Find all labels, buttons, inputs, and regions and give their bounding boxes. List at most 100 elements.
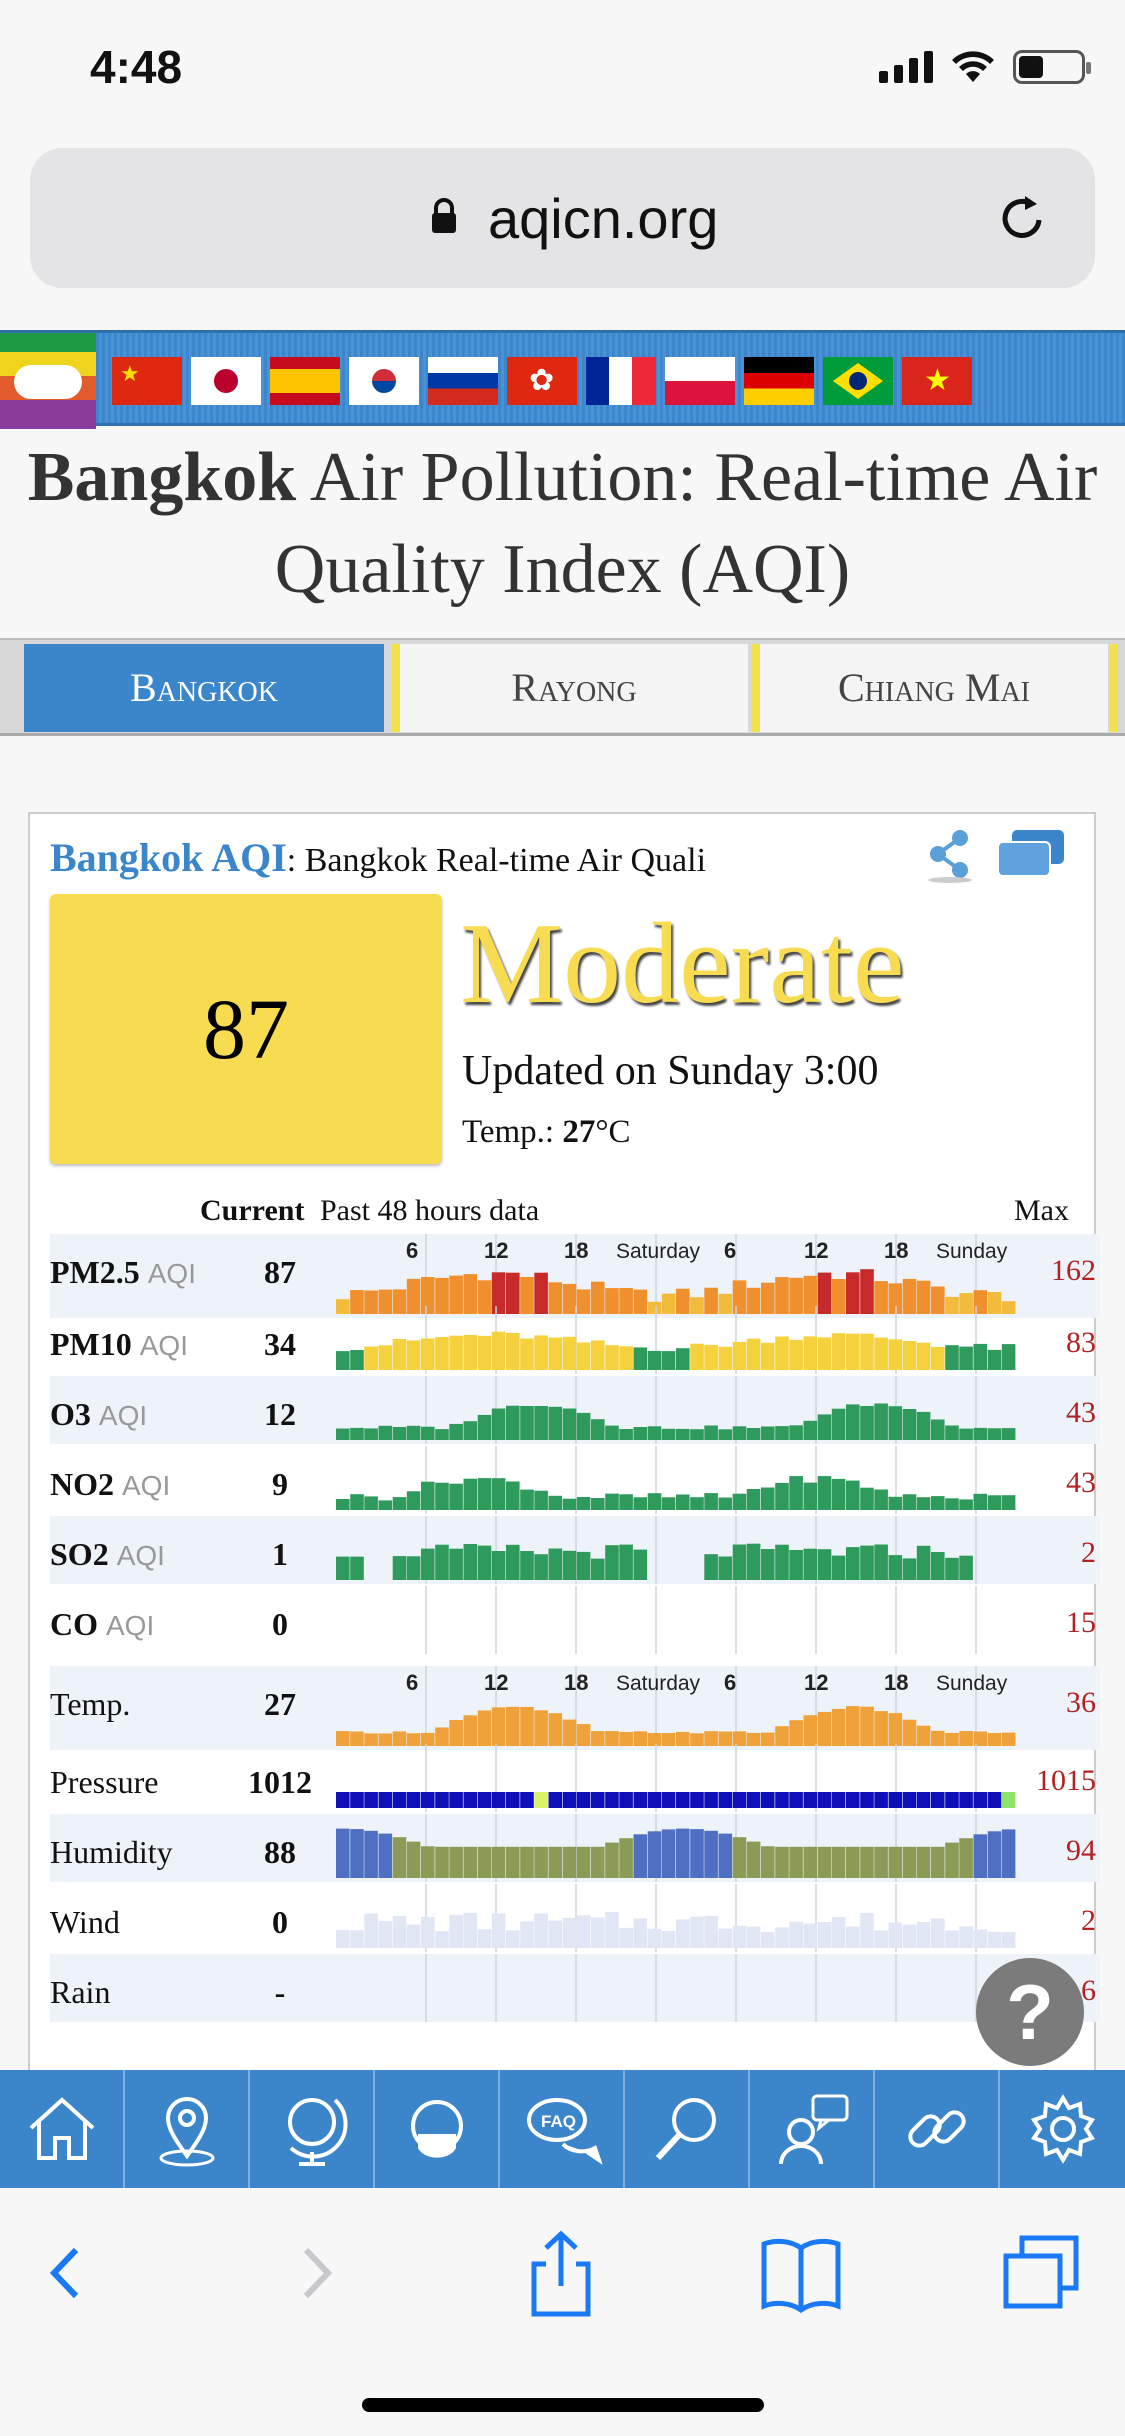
- flag-france-icon[interactable]: [586, 357, 656, 405]
- history-bar: [350, 1556, 364, 1580]
- address-bar[interactable]: aqicn.org: [30, 148, 1095, 288]
- row-history-chart[interactable]: 6 12 18 Saturday 6 12 18 Sunday: [336, 1234, 1016, 1318]
- history-bar: [959, 1428, 973, 1440]
- history-bar: [647, 1350, 662, 1370]
- forward-icon[interactable]: [272, 2228, 362, 2318]
- history-bar: [364, 1496, 378, 1510]
- widget-heading: Bangkok AQI: Bangkok Real-time Air Quali: [50, 834, 706, 881]
- row-history-chart[interactable]: [336, 1586, 1016, 1654]
- history-bar: [775, 1726, 789, 1746]
- flag-japan-icon[interactable]: [191, 357, 261, 405]
- history-bar: [491, 1707, 506, 1746]
- history-bar: [732, 1280, 747, 1314]
- row-history-chart[interactable]: [336, 1884, 1016, 1952]
- flag-brazil-icon[interactable]: [823, 357, 893, 405]
- nav-home-button[interactable]: [0, 2070, 125, 2188]
- nav-map-button[interactable]: [125, 2070, 250, 2188]
- city-tabs: Bangkok Rayong Chiang Mai: [0, 638, 1125, 736]
- history-bar: [831, 1708, 846, 1746]
- history-bar: [718, 1497, 733, 1510]
- row-history-chart[interactable]: [336, 1814, 1016, 1882]
- tabs-icon[interactable]: [996, 2228, 1086, 2318]
- url-text[interactable]: aqicn.org: [488, 187, 719, 250]
- history-bar: [562, 1719, 577, 1746]
- row-history-chart[interactable]: 6 12 18 Saturday 6 12 18 Sunday: [336, 1666, 1016, 1750]
- history-bar: [831, 1555, 846, 1580]
- tab-chiang-mai[interactable]: Chiang Mai: [752, 644, 1108, 732]
- row-history-chart[interactable]: [336, 1954, 1016, 2022]
- help-button[interactable]: ?: [976, 1958, 1084, 2066]
- history-bar: [647, 1493, 662, 1510]
- nav-forum-button[interactable]: [750, 2070, 875, 2188]
- flag-korea-icon[interactable]: [349, 357, 419, 405]
- flag-china-icon[interactable]: ★: [112, 357, 182, 405]
- link-icon: [907, 2110, 966, 2148]
- history-bar: [718, 1928, 733, 1948]
- tab-bangkok[interactable]: Bangkok: [24, 644, 384, 732]
- history-bar: [336, 1499, 350, 1510]
- history-bar: [336, 1929, 350, 1948]
- flag-hongkong-icon[interactable]: ✿: [507, 357, 577, 405]
- history-bar: [562, 1336, 577, 1370]
- pollutant-row: O3 AQI 12 43: [50, 1376, 1100, 1444]
- history-bar: [378, 1345, 393, 1370]
- nav-settings-button[interactable]: [1000, 2070, 1125, 2188]
- back-icon[interactable]: [20, 2228, 110, 2318]
- pollutant-row: PM10 AQI 34 83: [50, 1306, 1100, 1374]
- history-bar: [449, 1275, 463, 1314]
- bookmarks-icon[interactable]: [756, 2228, 846, 2318]
- history-bar: [435, 1727, 449, 1746]
- flag-poland-icon[interactable]: [665, 357, 735, 405]
- aqi-value-box: 87: [50, 894, 442, 1164]
- nav-link-button[interactable]: [875, 2070, 1000, 2188]
- row-history-chart[interactable]: [336, 1306, 1016, 1374]
- history-bar: [690, 1429, 704, 1440]
- nav-mask-button[interactable]: [375, 2070, 500, 2188]
- flag-spain-icon[interactable]: [270, 357, 340, 405]
- history-bar: [902, 1719, 917, 1746]
- share-icon[interactable]: [920, 824, 980, 884]
- history-bar: [661, 1792, 676, 1808]
- history-bar: [789, 1476, 803, 1510]
- flag-germany-icon[interactable]: [744, 357, 814, 405]
- widget-heading-name[interactable]: Bangkok AQI: [50, 835, 287, 880]
- history-bar: [350, 1350, 364, 1370]
- history-bar: [562, 1846, 577, 1878]
- history-bar: [732, 1792, 747, 1808]
- nav-globe-button[interactable]: [250, 2070, 375, 2188]
- tab-rayong[interactable]: Rayong: [392, 644, 748, 732]
- row-history-chart[interactable]: [336, 1446, 1016, 1514]
- history-bar: [831, 1917, 846, 1948]
- row-max-value: 6: [1081, 1974, 1096, 2007]
- history-bar: [591, 1731, 605, 1746]
- flag-russia-icon[interactable]: [428, 357, 498, 405]
- share-sheet-icon[interactable]: [516, 2228, 606, 2318]
- history-bar: [576, 1497, 591, 1510]
- browser-toolbar: [0, 2188, 1125, 2436]
- history-bar: [746, 1428, 761, 1440]
- nav-faq-button[interactable]: FAQ: [500, 2070, 625, 2188]
- history-bar: [888, 1496, 903, 1510]
- row-history-chart[interactable]: [336, 1376, 1016, 1444]
- row-current-value: 0: [272, 1606, 288, 1642]
- history-bar: [534, 1406, 548, 1440]
- row-history-chart[interactable]: [336, 1744, 1016, 1812]
- widget-embed-icon[interactable]: [996, 828, 1066, 882]
- nav-search-button[interactable]: [625, 2070, 750, 2188]
- history-bar: [959, 1499, 973, 1510]
- flag-vietnam-icon[interactable]: ★: [902, 357, 972, 405]
- row-history-chart[interactable]: [336, 1516, 1016, 1584]
- history-bar: [520, 1406, 534, 1440]
- history-bar: [520, 1551, 534, 1580]
- history-bar: [477, 1545, 492, 1580]
- history-bar: [378, 1792, 393, 1808]
- aqicn-logo[interactable]: [0, 333, 96, 429]
- history-bar: [477, 1846, 492, 1878]
- history-bar: [973, 1929, 988, 1948]
- history-bar: [987, 1931, 1002, 1948]
- history-bar: [987, 1292, 1002, 1314]
- row-current-value: 1: [272, 1536, 288, 1572]
- reload-icon[interactable]: [995, 190, 1051, 246]
- history-bar: [336, 1556, 350, 1580]
- pollutant-row: NO2 AQI 9 43: [50, 1446, 1100, 1514]
